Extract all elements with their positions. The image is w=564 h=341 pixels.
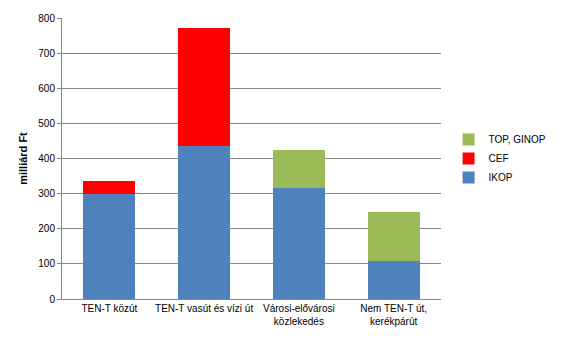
- svg-text:milliárd Ft: milliárd Ft: [17, 132, 29, 185]
- svg-text:TEN-T vasút és vízi út: TEN-T vasút és vízi út: [155, 303, 253, 314]
- svg-text:200: 200: [38, 223, 55, 234]
- svg-text:700: 700: [38, 48, 55, 59]
- svg-text:0: 0: [49, 294, 55, 305]
- svg-text:TOP, GINOP: TOP, GINOP: [489, 134, 546, 145]
- svg-text:Városi-elővárosiközlekedés: Városi-elővárosiközlekedés: [263, 303, 335, 327]
- svg-text:Nem TEN-T út,kerékpárút: Nem TEN-T út,kerékpárút: [360, 303, 427, 327]
- svg-text:CEF: CEF: [489, 153, 509, 164]
- svg-text:300: 300: [38, 188, 55, 199]
- svg-text:100: 100: [38, 258, 55, 269]
- svg-text:TEN-T közút: TEN-T közút: [81, 303, 137, 314]
- svg-text:400: 400: [38, 153, 55, 164]
- svg-text:600: 600: [38, 83, 55, 94]
- svg-text:IKOP: IKOP: [489, 172, 513, 183]
- svg-text:800: 800: [38, 13, 55, 24]
- svg-text:500: 500: [38, 118, 55, 129]
